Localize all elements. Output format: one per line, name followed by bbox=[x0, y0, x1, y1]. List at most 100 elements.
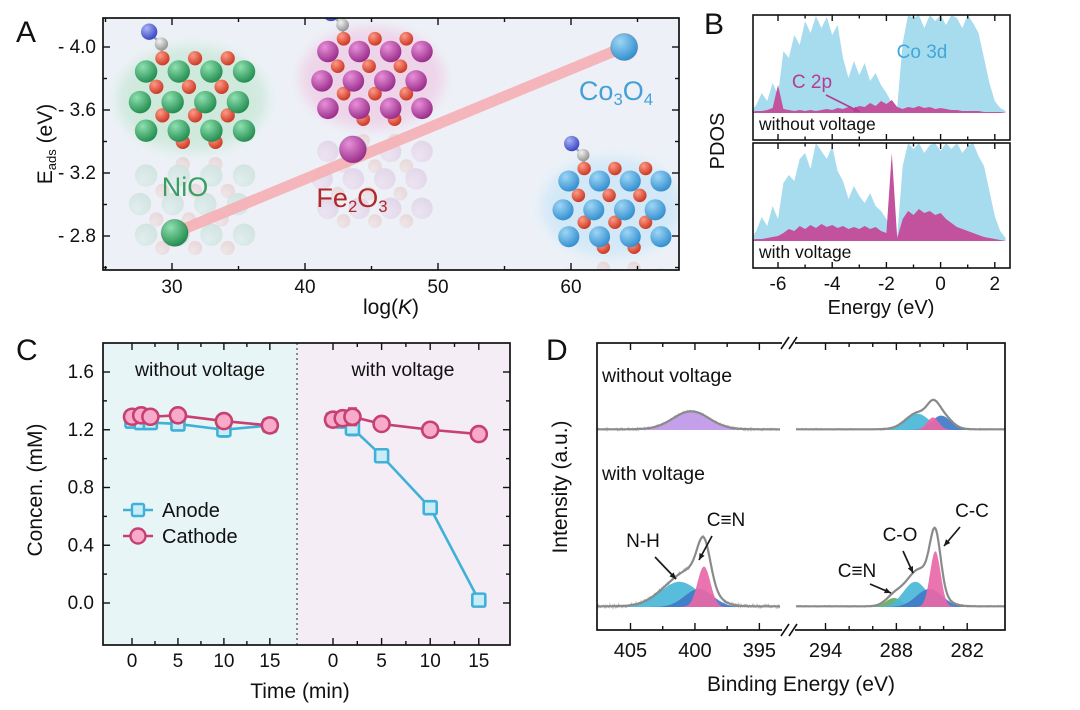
anode-data-point bbox=[373, 447, 390, 464]
voltage-condition-label: without voltage bbox=[601, 365, 732, 387]
annotation-arrowhead bbox=[853, 106, 860, 112]
peak-annotation-c-o: C-O bbox=[883, 525, 918, 546]
without-voltage-region bbox=[103, 343, 297, 645]
with-voltage-label: with voltage bbox=[351, 359, 455, 381]
fitted-component bbox=[597, 589, 780, 607]
panel-d-frame bbox=[596, 342, 1006, 631]
co-3d-series-label: Co 3d bbox=[897, 42, 948, 63]
x-tick-label: 10 bbox=[420, 651, 441, 672]
voltage-condition-label: with voltage bbox=[758, 242, 851, 262]
x-tick-label: 40 bbox=[294, 277, 315, 298]
legend-marker-cathode bbox=[129, 527, 147, 545]
material-label-nio: NiO bbox=[162, 172, 209, 202]
y-tick-label: 1.2 bbox=[68, 420, 94, 441]
peak-annotation-c≡n: C≡N bbox=[838, 561, 877, 582]
x-axis-title: log(K) bbox=[363, 296, 419, 319]
x-tick-label: 5 bbox=[376, 651, 387, 672]
panel-b-pdos-plot: without voltage with voltage Co 3d C 2p -6 -4… bbox=[707, 14, 1011, 319]
x-tick-label: 50 bbox=[427, 277, 448, 298]
y-tick-label: - 3.6 bbox=[58, 100, 96, 121]
panel-label-a: A bbox=[16, 16, 37, 49]
fit-envelope bbox=[796, 526, 1005, 608]
x-tick-label: -4 bbox=[824, 274, 841, 295]
x-tick-label: 0 bbox=[127, 651, 138, 672]
x-tick-label: 5 bbox=[173, 651, 184, 672]
cathode-series-without-voltage bbox=[122, 406, 280, 435]
x-tick-label: 10 bbox=[213, 651, 234, 672]
fitted-component bbox=[796, 413, 1005, 430]
fitted-component bbox=[597, 412, 780, 430]
panel-a-frame bbox=[102, 17, 680, 271]
y-tick-label: - 3.2 bbox=[58, 163, 96, 184]
x-tick-label: 0 bbox=[935, 274, 946, 295]
cathode-data-point bbox=[168, 406, 188, 425]
y-tick-label: 0.8 bbox=[68, 478, 94, 499]
data-point-fe2o3 bbox=[338, 135, 367, 164]
co-3d-dos-area bbox=[753, 143, 1006, 241]
legend: Anode Cathode bbox=[123, 500, 238, 548]
annotation-arrowhead bbox=[699, 553, 705, 560]
panel-c-frame bbox=[102, 342, 511, 646]
y-axis-title: Intensity (a.u.) bbox=[549, 420, 572, 553]
fit-envelope bbox=[597, 410, 780, 431]
annotation-arrowhead bbox=[944, 539, 951, 546]
x-tick-label: 288 bbox=[880, 640, 913, 662]
legend-marker-anode bbox=[130, 502, 146, 518]
y-tick-label: 0.0 bbox=[68, 593, 94, 614]
cathode-data-point bbox=[469, 424, 489, 444]
xps-spectrum-without-voltage-seg1 bbox=[795, 398, 1006, 432]
x-tick-label: 15 bbox=[468, 651, 489, 672]
x-tick-label: 30 bbox=[161, 277, 182, 298]
anode-data-point bbox=[422, 499, 439, 516]
without-voltage-label: without voltage bbox=[134, 359, 265, 381]
co-3d-dos-area bbox=[753, 15, 1006, 113]
x-tick-label: 294 bbox=[809, 640, 842, 662]
material-label-fe2o3: Fe2O3 bbox=[316, 183, 387, 216]
pdos-panel-without-voltage: without voltage bbox=[752, 14, 1011, 141]
x-tick-label: 282 bbox=[951, 640, 984, 662]
xps-spectrum-with-voltage-seg1 bbox=[796, 526, 1005, 608]
annotation-arrowhead bbox=[884, 587, 891, 594]
y-axis-title: Eads (eV) bbox=[34, 104, 59, 185]
x-tick-label: 400 bbox=[678, 640, 711, 662]
cathode-data-point bbox=[141, 407, 160, 427]
x-tick-label: 15 bbox=[259, 651, 280, 672]
y-axis-title: PDOS bbox=[707, 113, 729, 170]
x-tick-label: -2 bbox=[878, 274, 895, 295]
cathode-data-point bbox=[420, 420, 440, 440]
annotation-arrowhead bbox=[907, 566, 913, 573]
cathode-data-point bbox=[260, 416, 280, 435]
fe2o3-slab-illustration bbox=[299, 18, 445, 228]
voltage-condition-label: with voltage bbox=[601, 463, 705, 485]
x-tick-label: 395 bbox=[743, 640, 776, 662]
annotation-arrowhead bbox=[669, 572, 676, 579]
c-2p-dos-area bbox=[753, 153, 1006, 241]
c-2p-series-label: C 2p bbox=[792, 72, 832, 93]
pdos-panel-with-voltage: with voltage bbox=[752, 142, 1011, 269]
peak-annotation-c≡n: C≡N bbox=[707, 510, 746, 531]
panel-d-xps-plot: without voltage with voltage 405 400 395 294 2… bbox=[549, 336, 1006, 696]
cathode-data-point bbox=[214, 411, 234, 431]
pdos-frame bbox=[752, 142, 1011, 269]
c-2p-dos-area bbox=[753, 85, 1006, 113]
peak-annotation-c-c: C-C bbox=[955, 501, 989, 522]
y-tick-label: 1.6 bbox=[68, 362, 94, 383]
y-tick-label: 0.4 bbox=[68, 535, 95, 556]
x-axis-title: Time (min) bbox=[250, 680, 350, 703]
x-axis-title: Energy (eV) bbox=[828, 297, 935, 319]
peak-annotation-n-h: N-H bbox=[626, 531, 660, 552]
panel-label-c: C bbox=[16, 334, 38, 367]
legend-label-cathode: Cathode bbox=[162, 526, 238, 548]
x-axis-title: Binding Energy (eV) bbox=[707, 673, 895, 696]
xps-spectrum-without-voltage-seg0 bbox=[596, 409, 781, 433]
x-tick-label: 405 bbox=[614, 640, 647, 662]
co3o4-slab-illustration bbox=[540, 135, 679, 270]
cathode-series-with-voltage bbox=[323, 407, 489, 444]
data-point-co3o4 bbox=[610, 33, 639, 61]
cathode-data-point bbox=[343, 407, 362, 427]
fitted-component-c-o bbox=[796, 581, 1005, 607]
material-label-co3o4: Co3O4 bbox=[579, 76, 653, 109]
x-tick-label: -6 bbox=[770, 274, 787, 295]
voltage-condition-label: without voltage bbox=[758, 114, 876, 134]
